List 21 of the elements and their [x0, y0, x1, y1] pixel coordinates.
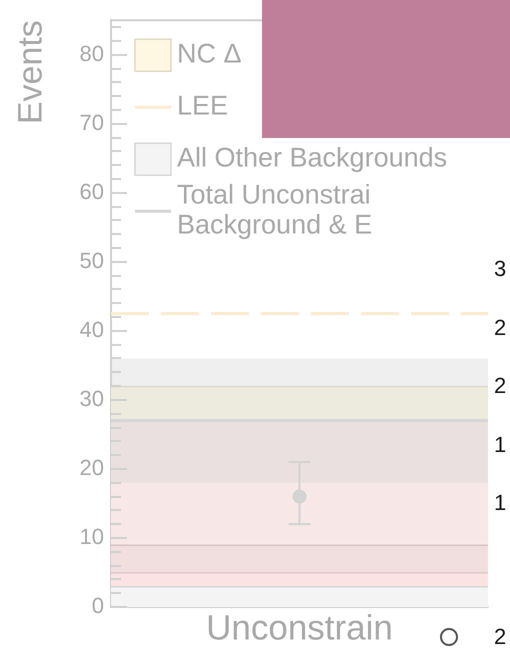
y-tick-label: 0	[92, 593, 104, 618]
text: 2	[494, 624, 506, 649]
y-tick-label: 80	[80, 40, 104, 66]
x-tick-label: Unconstrain	[206, 608, 393, 648]
y-axis-title: Events	[11, 20, 50, 124]
legend-label: All Other Backgrounds	[177, 142, 448, 173]
legend-label: Total Unconstrai Background & E	[177, 180, 372, 240]
text: 1	[494, 490, 506, 515]
y-tick-label: 70	[80, 110, 104, 135]
text: 1	[494, 432, 506, 456]
text: 2	[494, 373, 506, 398]
y-tick-label: 50	[80, 248, 104, 273]
y-tick-label: 40	[80, 316, 104, 342]
y-tick-label: 30	[80, 386, 104, 411]
legend-label: NC Δ	[177, 38, 242, 69]
y-tick-label: 20	[80, 454, 104, 480]
y-tick-label: 60	[80, 178, 104, 204]
text: 3	[494, 256, 506, 281]
text: 2	[494, 314, 506, 340]
legend-label: LEE	[177, 90, 228, 121]
y-tick-label: 10	[80, 524, 104, 550]
